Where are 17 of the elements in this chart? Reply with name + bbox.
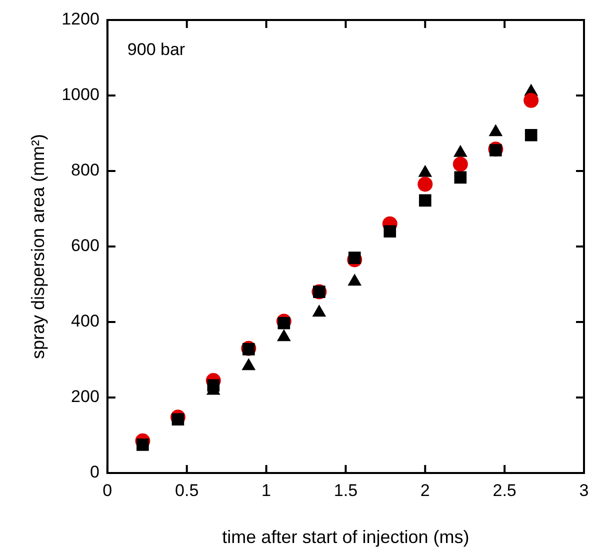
x-tick-label: 2 bbox=[420, 480, 430, 500]
y-tick-label: 800 bbox=[71, 160, 100, 180]
y-tick-label: 1000 bbox=[62, 85, 100, 104]
y-tick-label: 0 bbox=[90, 462, 100, 482]
y-tick-label: 400 bbox=[71, 312, 100, 331]
x-tick-label: 2.5 bbox=[492, 480, 516, 500]
y-axis-title: spray dispersion area (mm²) bbox=[28, 134, 48, 360]
y-tick-label: 200 bbox=[71, 387, 100, 406]
x-axis-title: time after start of injection (ms) bbox=[222, 527, 470, 548]
y-tick-label: 600 bbox=[71, 236, 100, 256]
x-tick-label: 1.5 bbox=[334, 480, 358, 500]
x-tick-label: 0.5 bbox=[175, 480, 199, 500]
y-tick-label: 1200 bbox=[62, 10, 100, 29]
x-tick-label: 3 bbox=[579, 480, 589, 500]
x-tick-label: 0 bbox=[102, 480, 112, 500]
annotation: 900 bar bbox=[127, 40, 186, 60]
x-tick-label: 1 bbox=[262, 480, 272, 500]
